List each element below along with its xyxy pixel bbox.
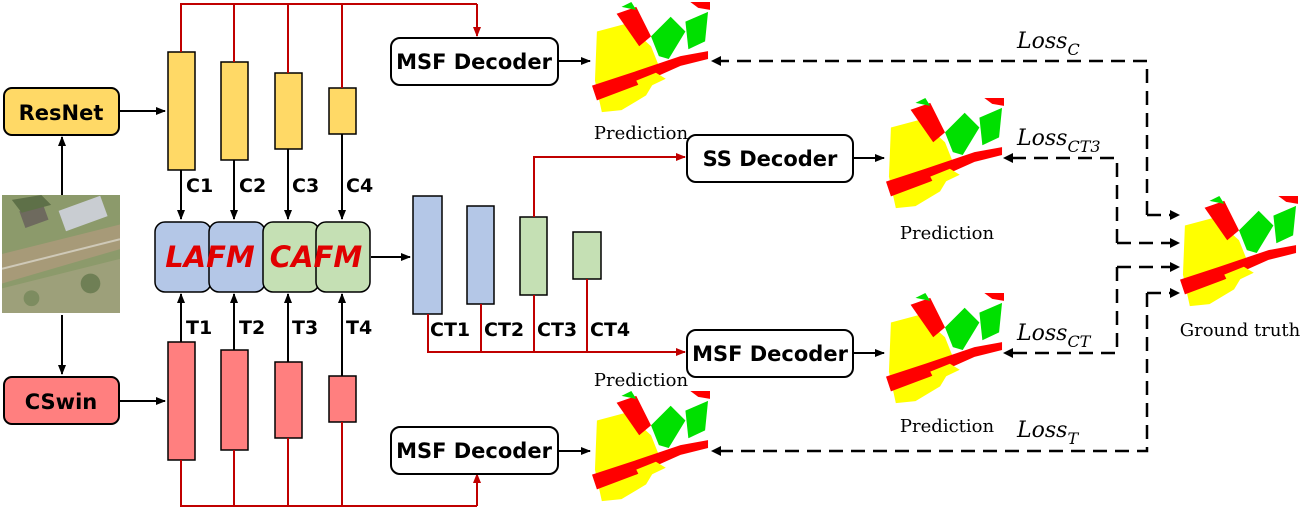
segmentation-map-icon (886, 293, 1004, 411)
bottom-flow-lines (180, 422, 481, 507)
c3-feature (274, 72, 303, 150)
msf-decoder-bottom-label: MSF Decoder (396, 439, 553, 463)
cswin-backbone: CSwin (3, 376, 120, 425)
loss-arrowheads (711, 56, 1180, 456)
c4-label: C4 (346, 175, 373, 197)
msf-decoder-bottom: MSF Decoder (390, 426, 559, 475)
c2-feature (220, 61, 249, 161)
loss-ct3-label: LossCT3 (1016, 126, 1101, 156)
t2-feature (220, 349, 249, 451)
lafm-module: LAFM (154, 221, 266, 293)
t4-feature (328, 375, 357, 423)
resnet-label: ResNet (19, 101, 104, 125)
ct2-feature (466, 205, 495, 305)
loss-ct-label: LossCT (1016, 321, 1092, 351)
ct-features (412, 195, 602, 315)
t3-feature (274, 361, 303, 439)
ct4-feature (572, 231, 602, 280)
ct1-feature (412, 195, 443, 315)
c2-label: C2 (239, 175, 266, 197)
c-features (167, 51, 357, 171)
segmentation-map-icon (592, 391, 710, 509)
ground-truth-map (1180, 196, 1298, 314)
t1-label: T1 (186, 317, 212, 339)
prediction-label-1: Prediction (594, 123, 689, 144)
t2-label: T2 (239, 317, 265, 339)
msf-decoder-mid: MSF Decoder (686, 329, 854, 378)
top-flow-lines (180, 3, 481, 88)
msf-decoder-mid-label: MSF Decoder (692, 342, 849, 366)
ct3-feature (519, 216, 548, 296)
lafm-label: LAFM (165, 240, 255, 274)
ct-flow-lines (427, 279, 686, 356)
ss-decoder-label: SS Decoder (703, 147, 838, 171)
cafm-label: CAFM (270, 240, 363, 274)
ct3-label: CT3 (537, 319, 577, 341)
segmentation-map-icon (592, 2, 710, 120)
loss-lines (715, 59, 1172, 453)
ss-decoder: SS Decoder (686, 134, 854, 183)
loss-t-label: LossT (1016, 418, 1079, 448)
t4-label: T4 (346, 317, 372, 339)
ct2-label: CT2 (484, 319, 524, 341)
cswin-label: CSwin (25, 390, 97, 414)
resnet-backbone: ResNet (3, 87, 120, 136)
msf-decoder-top-label: MSF Decoder (396, 50, 553, 74)
c3-label: C3 (292, 175, 319, 197)
prediction-label-2: Prediction (900, 223, 995, 244)
t1-feature (167, 341, 196, 461)
loss-c-label: LossC (1016, 29, 1080, 59)
msf-decoder-top: MSF Decoder (390, 37, 559, 86)
ground-truth-label: Ground truth (1180, 320, 1301, 341)
prediction-label-4: Prediction (900, 416, 995, 437)
ct1-label: CT1 (430, 319, 470, 341)
t-features (167, 341, 357, 461)
c1-label: C1 (186, 175, 213, 197)
aerial-image-icon (2, 195, 120, 313)
c1-feature (167, 51, 196, 171)
prediction-label-3: Prediction (594, 370, 689, 391)
cafm-module: CAFM (262, 221, 371, 293)
segmentation-map-icon (886, 98, 1004, 216)
ct4-label: CT4 (590, 319, 630, 341)
t3-label: T3 (292, 317, 318, 339)
c4-feature (328, 87, 357, 135)
